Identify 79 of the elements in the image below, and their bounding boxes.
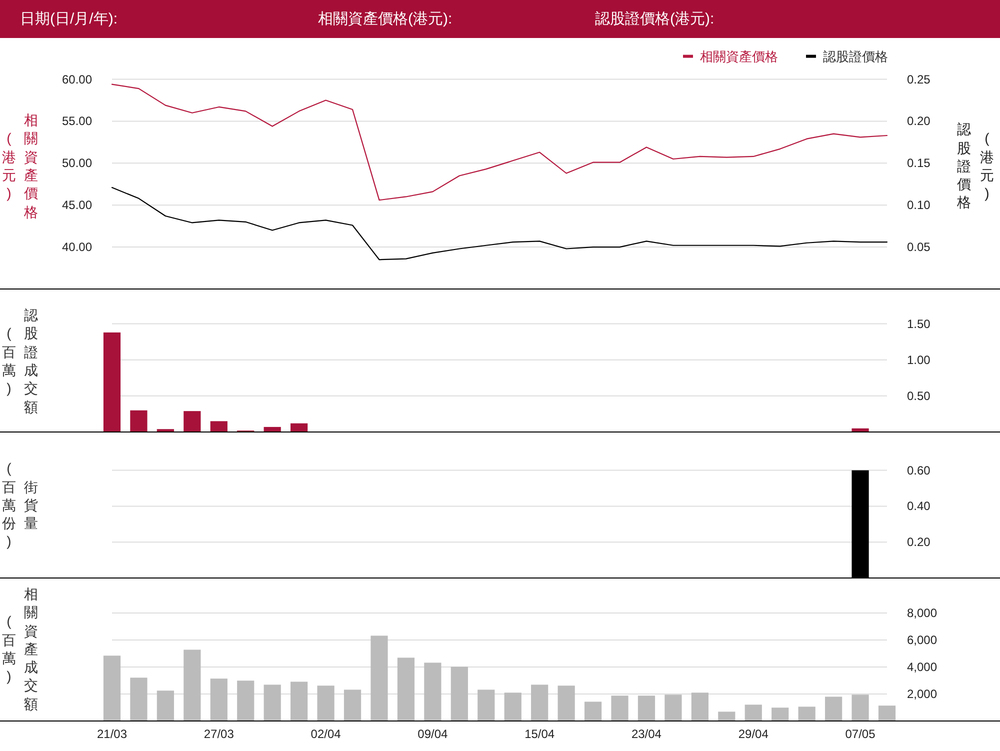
bar: [531, 684, 548, 721]
x-tick-label: 07/05: [845, 727, 876, 741]
y2-tick-label: 0.05: [907, 240, 931, 254]
bar: [825, 696, 842, 721]
bar: [103, 332, 121, 432]
bar: [664, 694, 682, 721]
y2-tick-label: 0.15: [907, 156, 931, 170]
y-tick-label: 60.00: [62, 72, 92, 86]
y-tick-label: 45.00: [62, 198, 92, 212]
bar: [691, 692, 708, 721]
y-axis-title: 認股證成交額: [23, 306, 39, 416]
text: 認股證價格(港元):: [595, 10, 714, 28]
y-axis-title: (百萬): [1, 612, 17, 686]
bar: [290, 423, 308, 432]
y-tick-label: 2,000: [907, 687, 938, 701]
bar: [638, 696, 656, 721]
text: 相關資產價格(港元):: [318, 10, 452, 28]
bar: [156, 690, 174, 721]
x-tick-label: 29/04: [738, 727, 769, 741]
y-tick-label: 55.00: [62, 114, 92, 128]
y2-tick-label: 0.10: [907, 198, 931, 212]
bar: [424, 662, 442, 721]
bar: [504, 692, 522, 721]
y-tick-label: 50.00: [62, 156, 92, 170]
bar: [184, 650, 201, 721]
bar: [772, 708, 789, 721]
bar: [852, 694, 869, 721]
bar: [130, 678, 148, 721]
x-tick-label: 27/03: [204, 727, 234, 741]
x-tick-label: 09/04: [418, 727, 448, 741]
y2-axis-title: (港元): [979, 129, 995, 203]
y-tick-label: 40.00: [62, 240, 92, 254]
y-tick-label: 6,000: [907, 633, 938, 647]
bar: [558, 686, 575, 721]
bar: [718, 712, 736, 721]
y-tick-label: 1.50: [907, 316, 931, 331]
y-tick-label: 0.40: [907, 499, 931, 514]
x-tick-label: 15/04: [524, 727, 555, 741]
bar: [264, 684, 281, 721]
bar: [237, 680, 254, 721]
line-series: [111, 84, 888, 201]
y-tick-label: 1.00: [907, 352, 931, 367]
bar: [317, 686, 334, 721]
y-tick-label: 4,000: [907, 660, 938, 674]
bar: [744, 704, 762, 721]
y2-axis-title: 認股證價格: [956, 120, 972, 212]
y-axis-title: (百萬份): [1, 459, 17, 551]
bar: [798, 706, 816, 721]
y-axis-title: (百萬): [1, 324, 17, 398]
bar: [344, 690, 362, 721]
bar: [130, 410, 148, 432]
bar: [397, 658, 415, 721]
y-axis-title: 街貨量: [23, 478, 39, 532]
text: 日期(日/月/年):: [20, 10, 118, 28]
bar: [878, 706, 896, 721]
y-tick-label: 0.60: [907, 463, 931, 478]
x-tick-label: 21/03: [96, 727, 128, 741]
y-tick-label: 0.50: [907, 388, 931, 403]
y-axis-title: 相關資產成交額: [23, 584, 39, 714]
bar: [370, 636, 388, 721]
bar: [290, 682, 308, 721]
y-tick-label: 8,000: [907, 606, 938, 620]
legend-label: 相關資產價格: [700, 48, 778, 64]
bar: [611, 696, 628, 721]
x-tick-label: 02/04: [310, 727, 342, 741]
legend-label: 認股證價格: [823, 48, 888, 64]
bar: [210, 678, 228, 721]
bar: [103, 656, 121, 721]
bar: [450, 666, 468, 721]
bar: [210, 421, 228, 432]
line-series: [111, 186, 888, 260]
x-tick-label: 23/04: [631, 727, 662, 741]
bar: [184, 411, 201, 432]
y-axis-title: (港元): [1, 129, 17, 203]
y-tick-label: 0.20: [907, 535, 931, 550]
y-axis-title: 相關資產價格: [23, 111, 39, 221]
y2-tick-label: 0.25: [907, 72, 931, 86]
bar: [478, 690, 495, 721]
bar: [584, 702, 602, 721]
